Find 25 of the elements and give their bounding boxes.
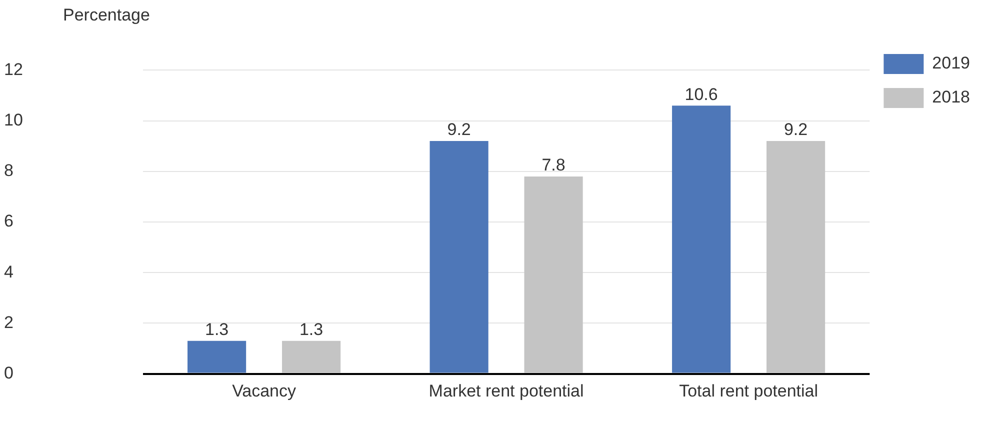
- y-axis-title: Percentage: [63, 6, 150, 25]
- bar: [524, 176, 583, 373]
- y-tick-label: 6: [4, 212, 14, 231]
- y-tick-label: 10: [4, 110, 23, 130]
- data-label: 1.3: [204, 320, 229, 340]
- bar: [672, 106, 731, 373]
- data-label: 9.2: [447, 120, 471, 140]
- y-tick-label: 12: [4, 60, 23, 79]
- data-label: 10.6: [684, 84, 718, 104]
- x-tick-label: Market rent potential: [428, 382, 584, 401]
- y-tick-label: 0: [4, 363, 14, 382]
- bar: [430, 141, 488, 373]
- legend-label: 2019: [932, 54, 970, 73]
- bar: [766, 141, 826, 373]
- x-tick-label: Total rent potential: [679, 382, 818, 401]
- data-label: 7.8: [542, 156, 566, 175]
- y-tick-label: 2: [4, 312, 14, 332]
- legend-label: 2018: [932, 88, 970, 107]
- y-tick-label: 8: [4, 161, 14, 180]
- x-tick-label: Vacancy: [232, 382, 296, 401]
- data-label: 1.3: [299, 320, 324, 340]
- bar: [282, 340, 341, 373]
- bar: [188, 340, 246, 373]
- y-tick-label: 4: [4, 262, 14, 282]
- data-label: 9.2: [784, 120, 808, 140]
